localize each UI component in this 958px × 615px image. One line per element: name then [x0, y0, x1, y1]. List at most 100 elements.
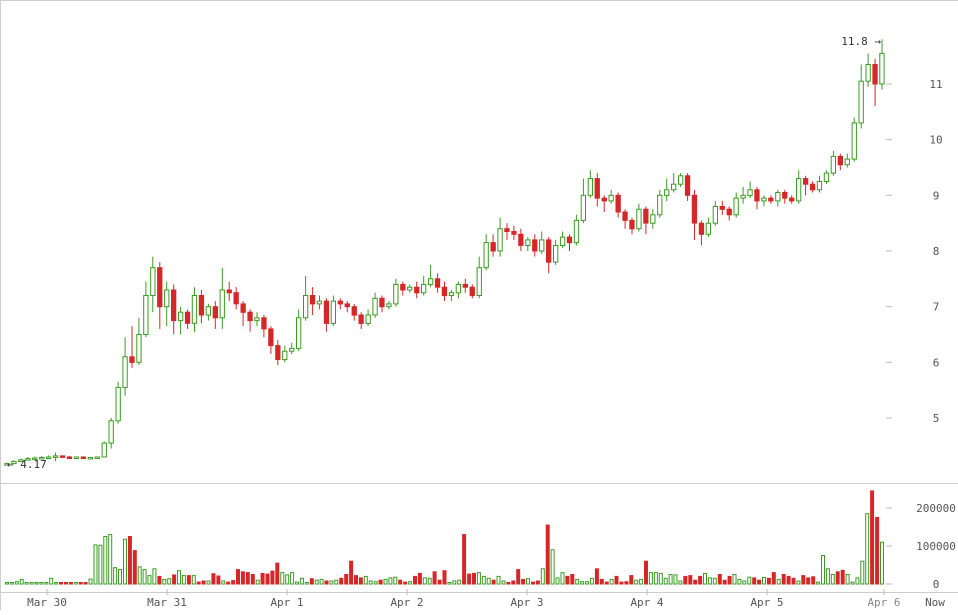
volume-bar[interactable] [408, 581, 413, 585]
volume-bar[interactable] [663, 577, 668, 585]
candle-down[interactable] [309, 295, 316, 305]
volume-bar[interactable] [354, 575, 358, 585]
volume-bar[interactable] [127, 536, 132, 585]
candle-up[interactable] [796, 178, 802, 202]
volume-bar[interactable] [771, 572, 776, 585]
candle-down[interactable] [157, 267, 163, 308]
candle-up[interactable] [316, 300, 323, 305]
candle-up[interactable] [53, 455, 59, 458]
volume-bar[interactable] [5, 582, 9, 585]
volume-bar[interactable] [132, 550, 137, 585]
volume-bar[interactable] [560, 572, 565, 585]
volume-bar[interactable] [599, 578, 604, 585]
volume-bar[interactable] [270, 570, 275, 585]
candle-down[interactable] [594, 178, 600, 199]
volume-bar[interactable] [73, 582, 78, 585]
volume-bar[interactable] [811, 576, 816, 585]
candle-up[interactable] [483, 242, 489, 269]
candle-down[interactable] [837, 155, 844, 166]
volume-bar[interactable] [880, 541, 884, 585]
candle-up[interactable] [830, 155, 837, 174]
volume-bar[interactable] [791, 577, 796, 585]
volume-bar[interactable] [737, 578, 742, 585]
candle-down[interactable] [275, 345, 281, 361]
candle-down[interactable] [691, 194, 698, 224]
candle-up[interactable] [25, 458, 31, 461]
volume-bar[interactable] [727, 575, 732, 585]
volume-bar[interactable] [280, 572, 285, 585]
volume-bar[interactable] [422, 577, 427, 585]
volume-bar[interactable] [432, 571, 437, 585]
candle-down[interactable] [566, 236, 573, 244]
candle-up[interactable] [497, 228, 503, 252]
candle-down[interactable] [261, 317, 267, 330]
volume-bar[interactable] [447, 582, 452, 585]
candle-up[interactable] [608, 194, 614, 202]
volume-bar[interactable] [309, 578, 314, 585]
volume-bar[interactable] [162, 578, 167, 585]
candle-down[interactable] [546, 239, 552, 263]
candle-down[interactable] [490, 242, 496, 252]
candle-up[interactable] [39, 457, 45, 460]
volume-bar[interactable] [698, 575, 703, 585]
candle-up[interactable] [178, 311, 184, 322]
volume-bar[interactable] [501, 580, 506, 585]
candle-up[interactable] [559, 236, 566, 247]
volume-bar[interactable] [658, 572, 663, 585]
volume-bar[interactable] [821, 555, 825, 585]
candle-down[interactable] [268, 328, 274, 347]
volume-bar[interactable] [44, 582, 49, 585]
candle-up[interactable] [823, 172, 830, 183]
volume-bar[interactable] [236, 569, 240, 585]
candle-down[interactable] [518, 233, 524, 246]
volume-bar[interactable] [535, 580, 540, 585]
volume-bar[interactable] [688, 575, 693, 585]
candle-up[interactable] [747, 189, 753, 196]
volume-bar[interactable] [137, 566, 142, 585]
volume-bar[interactable] [668, 574, 673, 585]
candle-down[interactable] [782, 192, 788, 199]
candle-up[interactable] [761, 197, 767, 202]
candle-up[interactable] [94, 456, 100, 459]
candle-down[interactable] [698, 222, 705, 235]
volume-bar[interactable] [575, 578, 580, 585]
volume-bar[interactable] [275, 562, 280, 585]
candle-up[interactable] [539, 239, 545, 252]
candle-up[interactable] [296, 317, 302, 349]
candle-up[interactable] [428, 278, 434, 285]
candle-up[interactable] [101, 442, 107, 458]
volume-bar[interactable] [840, 569, 845, 585]
volume-bar[interactable] [757, 579, 762, 585]
volume-bar[interactable] [850, 581, 855, 585]
candle-down[interactable] [66, 456, 73, 459]
volume-bar[interactable] [732, 574, 737, 585]
volume-bar[interactable] [496, 575, 501, 585]
candle-up[interactable] [733, 197, 739, 216]
candle-down[interactable] [358, 314, 364, 324]
volume-bar[interactable] [875, 517, 880, 585]
candle-down[interactable] [351, 306, 357, 316]
candle-down[interactable] [240, 303, 246, 313]
volume-bar[interactable] [196, 581, 201, 585]
candle-up[interactable] [664, 189, 670, 196]
volume-bar[interactable] [19, 578, 24, 585]
volume-bar[interactable] [550, 549, 555, 585]
volume-bar[interactable] [413, 575, 417, 585]
volume-bar[interactable] [290, 572, 295, 585]
volume-bar[interactable] [678, 580, 683, 585]
volume-bar[interactable] [388, 577, 393, 585]
candle-up[interactable] [476, 267, 482, 297]
volume-bar[interactable] [467, 573, 472, 585]
candle-up[interactable] [303, 295, 309, 319]
volume-bar[interactable] [865, 513, 870, 585]
volume-bar[interactable] [511, 580, 516, 585]
volume-bar[interactable] [653, 572, 658, 585]
volume-bar[interactable] [624, 581, 629, 585]
candle-down[interactable] [59, 455, 66, 458]
volume-bar[interactable] [191, 575, 196, 585]
volume-bar[interactable] [265, 573, 270, 585]
candle-up[interactable] [858, 80, 864, 124]
candle-down[interactable] [414, 286, 420, 294]
candle-up[interactable] [282, 350, 288, 361]
volume-bar[interactable] [604, 581, 609, 585]
